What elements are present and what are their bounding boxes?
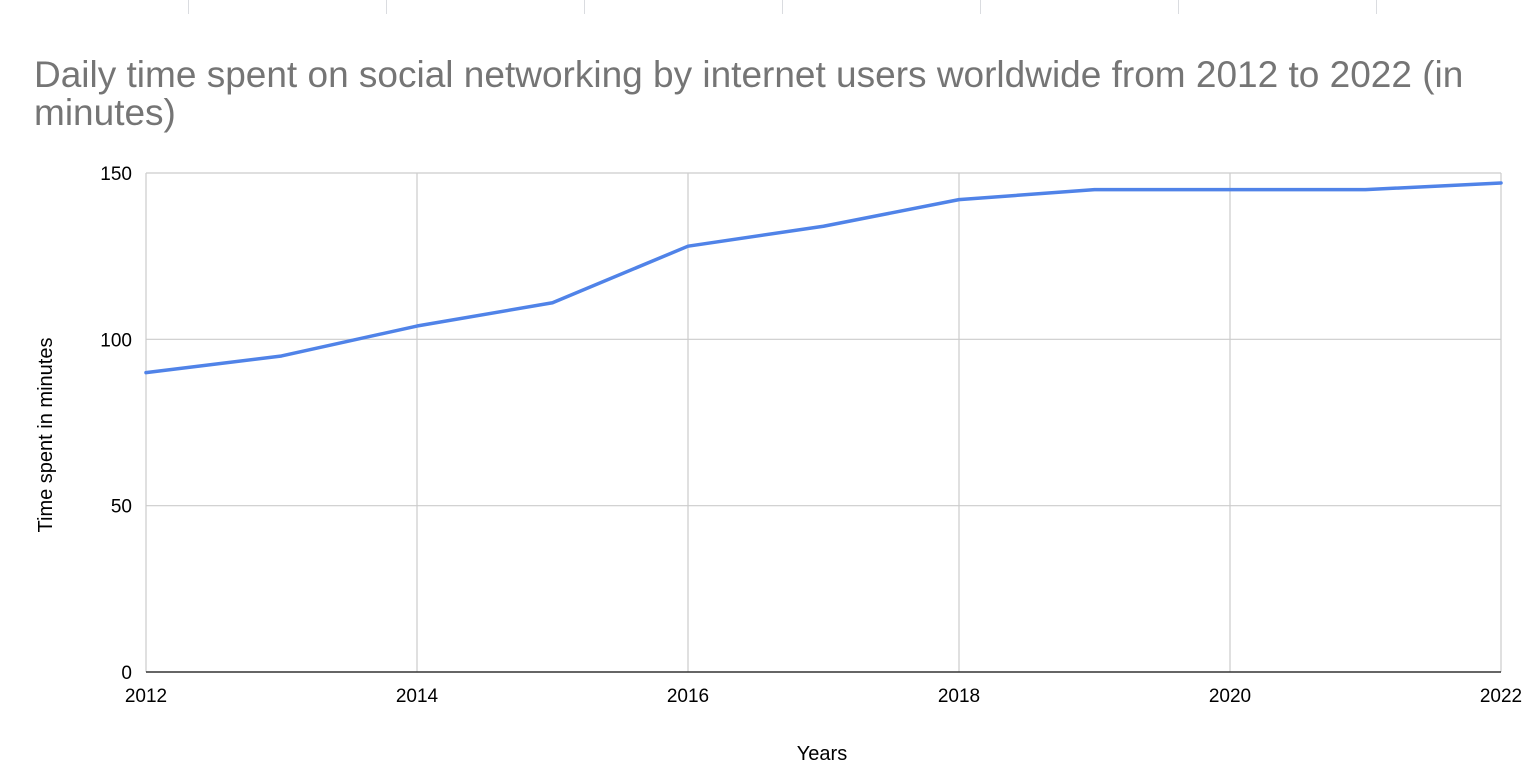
top-divider-tick: [1178, 0, 1179, 14]
grid-layer: [145, 172, 1502, 672]
y-tick-label: 0: [121, 663, 132, 684]
x-tick-label: 2016: [667, 686, 709, 707]
top-divider-tick: [782, 0, 783, 14]
series-layer: [144, 181, 1503, 375]
x-tick-label: 2022: [1480, 686, 1522, 707]
x-axis-title: Years: [797, 743, 847, 765]
y-axis-title: Time spent in minutes: [35, 338, 57, 533]
y-tick-label: 50: [111, 497, 132, 518]
x-tick-label: 2012: [125, 686, 167, 707]
series-line: [144, 181, 1503, 375]
top-divider-tick: [188, 0, 189, 14]
x-tick-label: 2014: [396, 686, 439, 707]
top-divider-tick: [386, 0, 387, 14]
y-tick-label: 150: [100, 164, 132, 185]
chart-title: Daily time spent on social networking by…: [34, 54, 1464, 133]
top-divider-tick: [584, 0, 585, 14]
label-layer: 0 50 100 150 2012 2014 2016 2018 2020 2022: [100, 164, 1522, 707]
x-tick-label: 2018: [938, 686, 980, 707]
top-divider-tick: [980, 0, 981, 14]
y-tick-label: 100: [100, 330, 132, 351]
top-divider-tick: [1376, 0, 1377, 14]
x-tick-label: 2020: [1209, 686, 1251, 707]
